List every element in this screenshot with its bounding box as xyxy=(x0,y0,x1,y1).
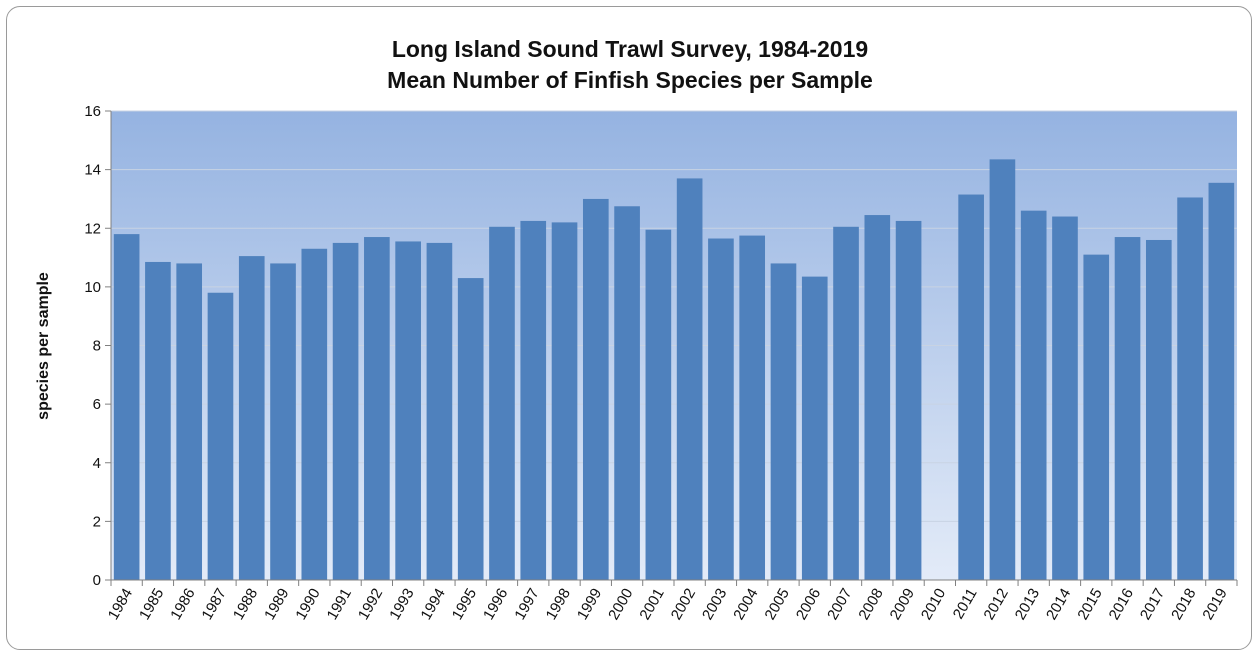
y-axis-title: species per sample xyxy=(35,272,52,420)
x-tick-label: 2003 xyxy=(699,586,730,623)
bar-chart: Long Island Sound Trawl Survey, 1984-201… xyxy=(35,36,1238,623)
bar-2005 xyxy=(770,263,797,580)
x-tick-label: 2005 xyxy=(762,586,793,623)
x-tick-label: 1988 xyxy=(230,586,261,623)
x-tick-label: 2011 xyxy=(950,586,981,622)
x-tick-label: 1986 xyxy=(167,586,198,623)
x-tick-label: 2008 xyxy=(855,586,886,623)
chart-frame: Long Island Sound Trawl Survey, 1984-201… xyxy=(6,6,1252,650)
chart-subtitle: Mean Number of Finfish Species per Sampl… xyxy=(387,67,873,93)
bar-1988 xyxy=(238,256,265,580)
y-tick-label: 8 xyxy=(93,338,101,355)
y-tick-label: 6 xyxy=(93,396,101,413)
x-tick-label: 2013 xyxy=(1012,586,1043,623)
x-tick-label: 1992 xyxy=(355,586,386,623)
bar-1990 xyxy=(301,248,328,581)
y-tick-label: 10 xyxy=(84,279,101,296)
x-tick-label: 2001 xyxy=(636,586,667,623)
y-tick-label: 16 xyxy=(84,103,101,120)
y-tick-label: 4 xyxy=(93,455,101,472)
bar-1998 xyxy=(551,222,578,580)
bar-1987 xyxy=(207,292,234,580)
bar-2004 xyxy=(739,235,766,580)
y-tick-label: 12 xyxy=(84,220,101,237)
bar-2013 xyxy=(1020,210,1047,580)
x-tick-label: 2006 xyxy=(793,586,824,623)
bar-2002 xyxy=(676,178,703,580)
bar-1994 xyxy=(426,242,453,580)
bar-1996 xyxy=(489,226,515,581)
x-tick-label: 1984 xyxy=(105,586,136,623)
x-tick-label: 1995 xyxy=(449,586,480,623)
x-tick-label: 2014 xyxy=(1043,586,1074,623)
x-tick-label: 2010 xyxy=(918,586,949,623)
bar-1997 xyxy=(520,220,547,580)
x-tick-label: 1993 xyxy=(386,586,417,623)
bar-2017 xyxy=(1145,239,1172,580)
x-tick-label: 2004 xyxy=(730,586,761,623)
bar-2009 xyxy=(895,220,922,580)
x-tick-label: 2009 xyxy=(887,586,918,623)
bar-1999 xyxy=(582,198,609,580)
bar-2003 xyxy=(708,238,734,580)
x-tick-label: 1999 xyxy=(574,586,605,623)
x-tick-label: 2017 xyxy=(1137,586,1168,623)
x-tick-label: 1996 xyxy=(480,586,511,623)
bar-2000 xyxy=(614,206,640,580)
bar-1992 xyxy=(364,237,390,580)
axes xyxy=(105,110,1238,586)
bar-2018 xyxy=(1177,197,1203,581)
y-tick-label: 0 xyxy=(93,572,101,589)
x-tick-label: 2007 xyxy=(824,586,855,623)
y-tick-label: 2 xyxy=(93,513,101,530)
x-tick-label: 2018 xyxy=(1168,586,1199,623)
x-tick-label: 1994 xyxy=(417,586,448,623)
bar-2011 xyxy=(958,194,984,580)
x-tick-label: 2000 xyxy=(605,586,636,623)
bar-2006 xyxy=(801,276,828,580)
x-tick-label: 2002 xyxy=(668,586,699,623)
bar-1991 xyxy=(332,242,359,580)
x-tick-label: 2012 xyxy=(980,586,1011,623)
gridlines xyxy=(111,110,1237,522)
bar-series xyxy=(113,159,1235,581)
bar-1985 xyxy=(145,261,171,580)
bar-2019 xyxy=(1208,182,1235,581)
x-tick-label: 1998 xyxy=(543,586,574,623)
bar-1995 xyxy=(457,278,484,580)
x-tick-label: 1997 xyxy=(511,586,542,623)
x-tick-label: 2015 xyxy=(1074,586,1105,623)
x-tick-label: 1989 xyxy=(261,586,292,623)
bar-1989 xyxy=(270,263,296,580)
bar-2001 xyxy=(645,229,672,580)
bar-1986 xyxy=(176,263,203,580)
chart-title: Long Island Sound Trawl Survey, 1984-201… xyxy=(392,36,868,62)
x-tick-labels: 1984 1985 1986 1987 1988 1989 1990 1991 1992 1993… xyxy=(105,586,1231,623)
bar-1993 xyxy=(395,241,421,581)
x-tick-label: 1987 xyxy=(199,586,230,623)
bar-2008 xyxy=(864,215,891,580)
x-tick-label: 1985 xyxy=(136,586,167,623)
x-tick-label: 2019 xyxy=(1199,586,1230,623)
bar-1984 xyxy=(113,234,140,581)
x-tick-label: 1990 xyxy=(292,586,323,623)
y-tick-label: 14 xyxy=(84,162,101,179)
bar-2015 xyxy=(1083,254,1110,580)
x-tick-label: 2016 xyxy=(1106,586,1137,623)
x-tick-label: 1991 xyxy=(324,586,355,623)
y-tick-labels: 0 2 4 6 8 10 12 14 16 xyxy=(84,103,101,589)
bar-2016 xyxy=(1114,237,1141,580)
bar-2007 xyxy=(833,226,859,581)
bar-2014 xyxy=(1052,216,1078,580)
bar-2012 xyxy=(989,159,1016,580)
